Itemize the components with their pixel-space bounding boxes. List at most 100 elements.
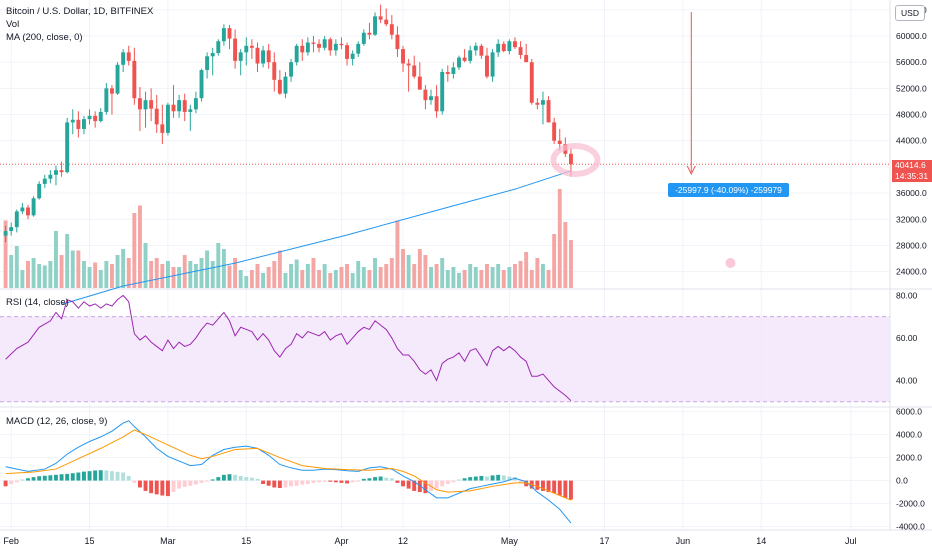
candle-body — [468, 50, 473, 61]
candle — [93, 111, 98, 128]
macd-histogram-bar — [406, 480, 411, 489]
volume-bar — [429, 267, 433, 288]
volume-bar — [412, 264, 417, 288]
macd-label[interactable]: MACD (12, 26, close, 9) — [6, 416, 108, 427]
x-tick-label: Jun — [676, 536, 691, 546]
candle — [272, 52, 277, 92]
macd-histogram-bar — [82, 471, 86, 481]
ma-label[interactable]: MA (200, close, 0) — [6, 32, 83, 43]
candle-body — [501, 43, 506, 52]
volume-bar — [3, 220, 8, 288]
candle — [513, 37, 517, 50]
rsi-line — [5, 294, 572, 402]
price-tick-label: 48000.0 — [896, 110, 927, 120]
volume-bar — [48, 261, 53, 288]
macd-histogram-bar — [199, 480, 204, 483]
candle — [221, 24, 226, 46]
candle — [171, 85, 176, 118]
macd-histogram-bar — [54, 474, 58, 481]
candle-body — [199, 70, 204, 99]
candle-body — [65, 122, 70, 173]
measure-arrow-head — [686, 165, 696, 176]
volume-bar — [568, 240, 573, 288]
volume-bar — [356, 261, 361, 288]
candle-body — [361, 32, 366, 44]
macd-tick-label: 4000.0 — [896, 430, 922, 440]
macd-histogram-bar — [345, 480, 350, 484]
candle-body — [182, 100, 187, 112]
volume-bar — [82, 261, 86, 288]
candle — [255, 42, 260, 72]
candle-body — [429, 96, 433, 101]
volume-bar — [300, 270, 305, 288]
macd-histogram-bar — [395, 480, 400, 483]
currency-button[interactable]: USD — [895, 5, 925, 21]
candle — [121, 49, 126, 72]
candle — [473, 42, 478, 56]
volume-bar — [445, 270, 450, 288]
candle — [42, 174, 47, 188]
current-price-tag: 40414.6 14:35:31 — [892, 160, 932, 182]
macd-histogram-bar — [205, 480, 210, 482]
candle-body — [328, 39, 333, 51]
macd-histogram-bar — [132, 480, 137, 483]
macd-histogram-bar — [177, 480, 182, 489]
candle-body — [317, 43, 322, 48]
candle — [87, 109, 92, 125]
x-tick-label: 12 — [398, 536, 408, 546]
candle-body — [154, 108, 159, 125]
bar-countdown: 14:35:31 — [895, 171, 929, 181]
macd-histogram-bar — [412, 480, 417, 491]
rsi-label[interactable]: RSI (14, close) — [6, 297, 69, 308]
macd-tick-label: 0.0 — [896, 476, 908, 486]
candle-body — [423, 89, 428, 101]
price-tick-label: 24000.0 — [896, 267, 927, 277]
volume-bar — [479, 270, 484, 288]
macd-histogram-bar — [423, 480, 428, 494]
candle-body — [345, 45, 350, 59]
candle-body — [322, 39, 327, 48]
candle-body — [48, 174, 53, 179]
macd-histogram-bar — [160, 480, 165, 496]
volume-bar — [227, 265, 232, 288]
candle — [345, 42, 350, 66]
x-tick-label: Mar — [160, 536, 176, 546]
candle-body — [417, 76, 422, 90]
measure-label[interactable]: -25997.9 (-40.09%) -259979 — [668, 183, 789, 197]
macd-tick-label: -4000.0 — [896, 522, 925, 532]
x-tick-label: 15 — [241, 536, 251, 546]
candle — [210, 47, 215, 76]
x-tick-label: May — [501, 536, 519, 546]
candle — [417, 62, 422, 90]
candle-body — [233, 38, 238, 61]
candle — [322, 36, 327, 51]
candle-body — [462, 57, 467, 61]
volume-bar — [87, 267, 92, 288]
candle — [199, 68, 204, 102]
candle — [384, 8, 389, 27]
volume-bar — [233, 258, 238, 288]
volume-bar — [238, 270, 243, 288]
candle-body — [568, 153, 573, 165]
macd-histogram-bar — [272, 480, 277, 488]
candle-body — [518, 47, 523, 55]
volume-bar — [317, 270, 322, 288]
candle-body — [54, 170, 58, 175]
candle-body — [31, 198, 36, 216]
volume-bar — [255, 264, 260, 288]
candle — [182, 93, 187, 122]
volume-bar — [294, 259, 299, 288]
macd-histogram-bar — [76, 472, 81, 481]
vol-label[interactable]: Vol — [6, 19, 20, 30]
candle — [249, 39, 254, 59]
symbol-title[interactable]: Bitcoin / U.S. Dollar, 1D, BITFINEX — [6, 6, 154, 17]
macd-histogram-bar — [261, 480, 266, 485]
volume-bar — [104, 261, 109, 288]
macd-histogram-bar — [188, 480, 193, 486]
candle — [361, 29, 366, 46]
candle — [317, 39, 322, 53]
volume-bar — [14, 246, 19, 288]
candle — [14, 209, 19, 233]
